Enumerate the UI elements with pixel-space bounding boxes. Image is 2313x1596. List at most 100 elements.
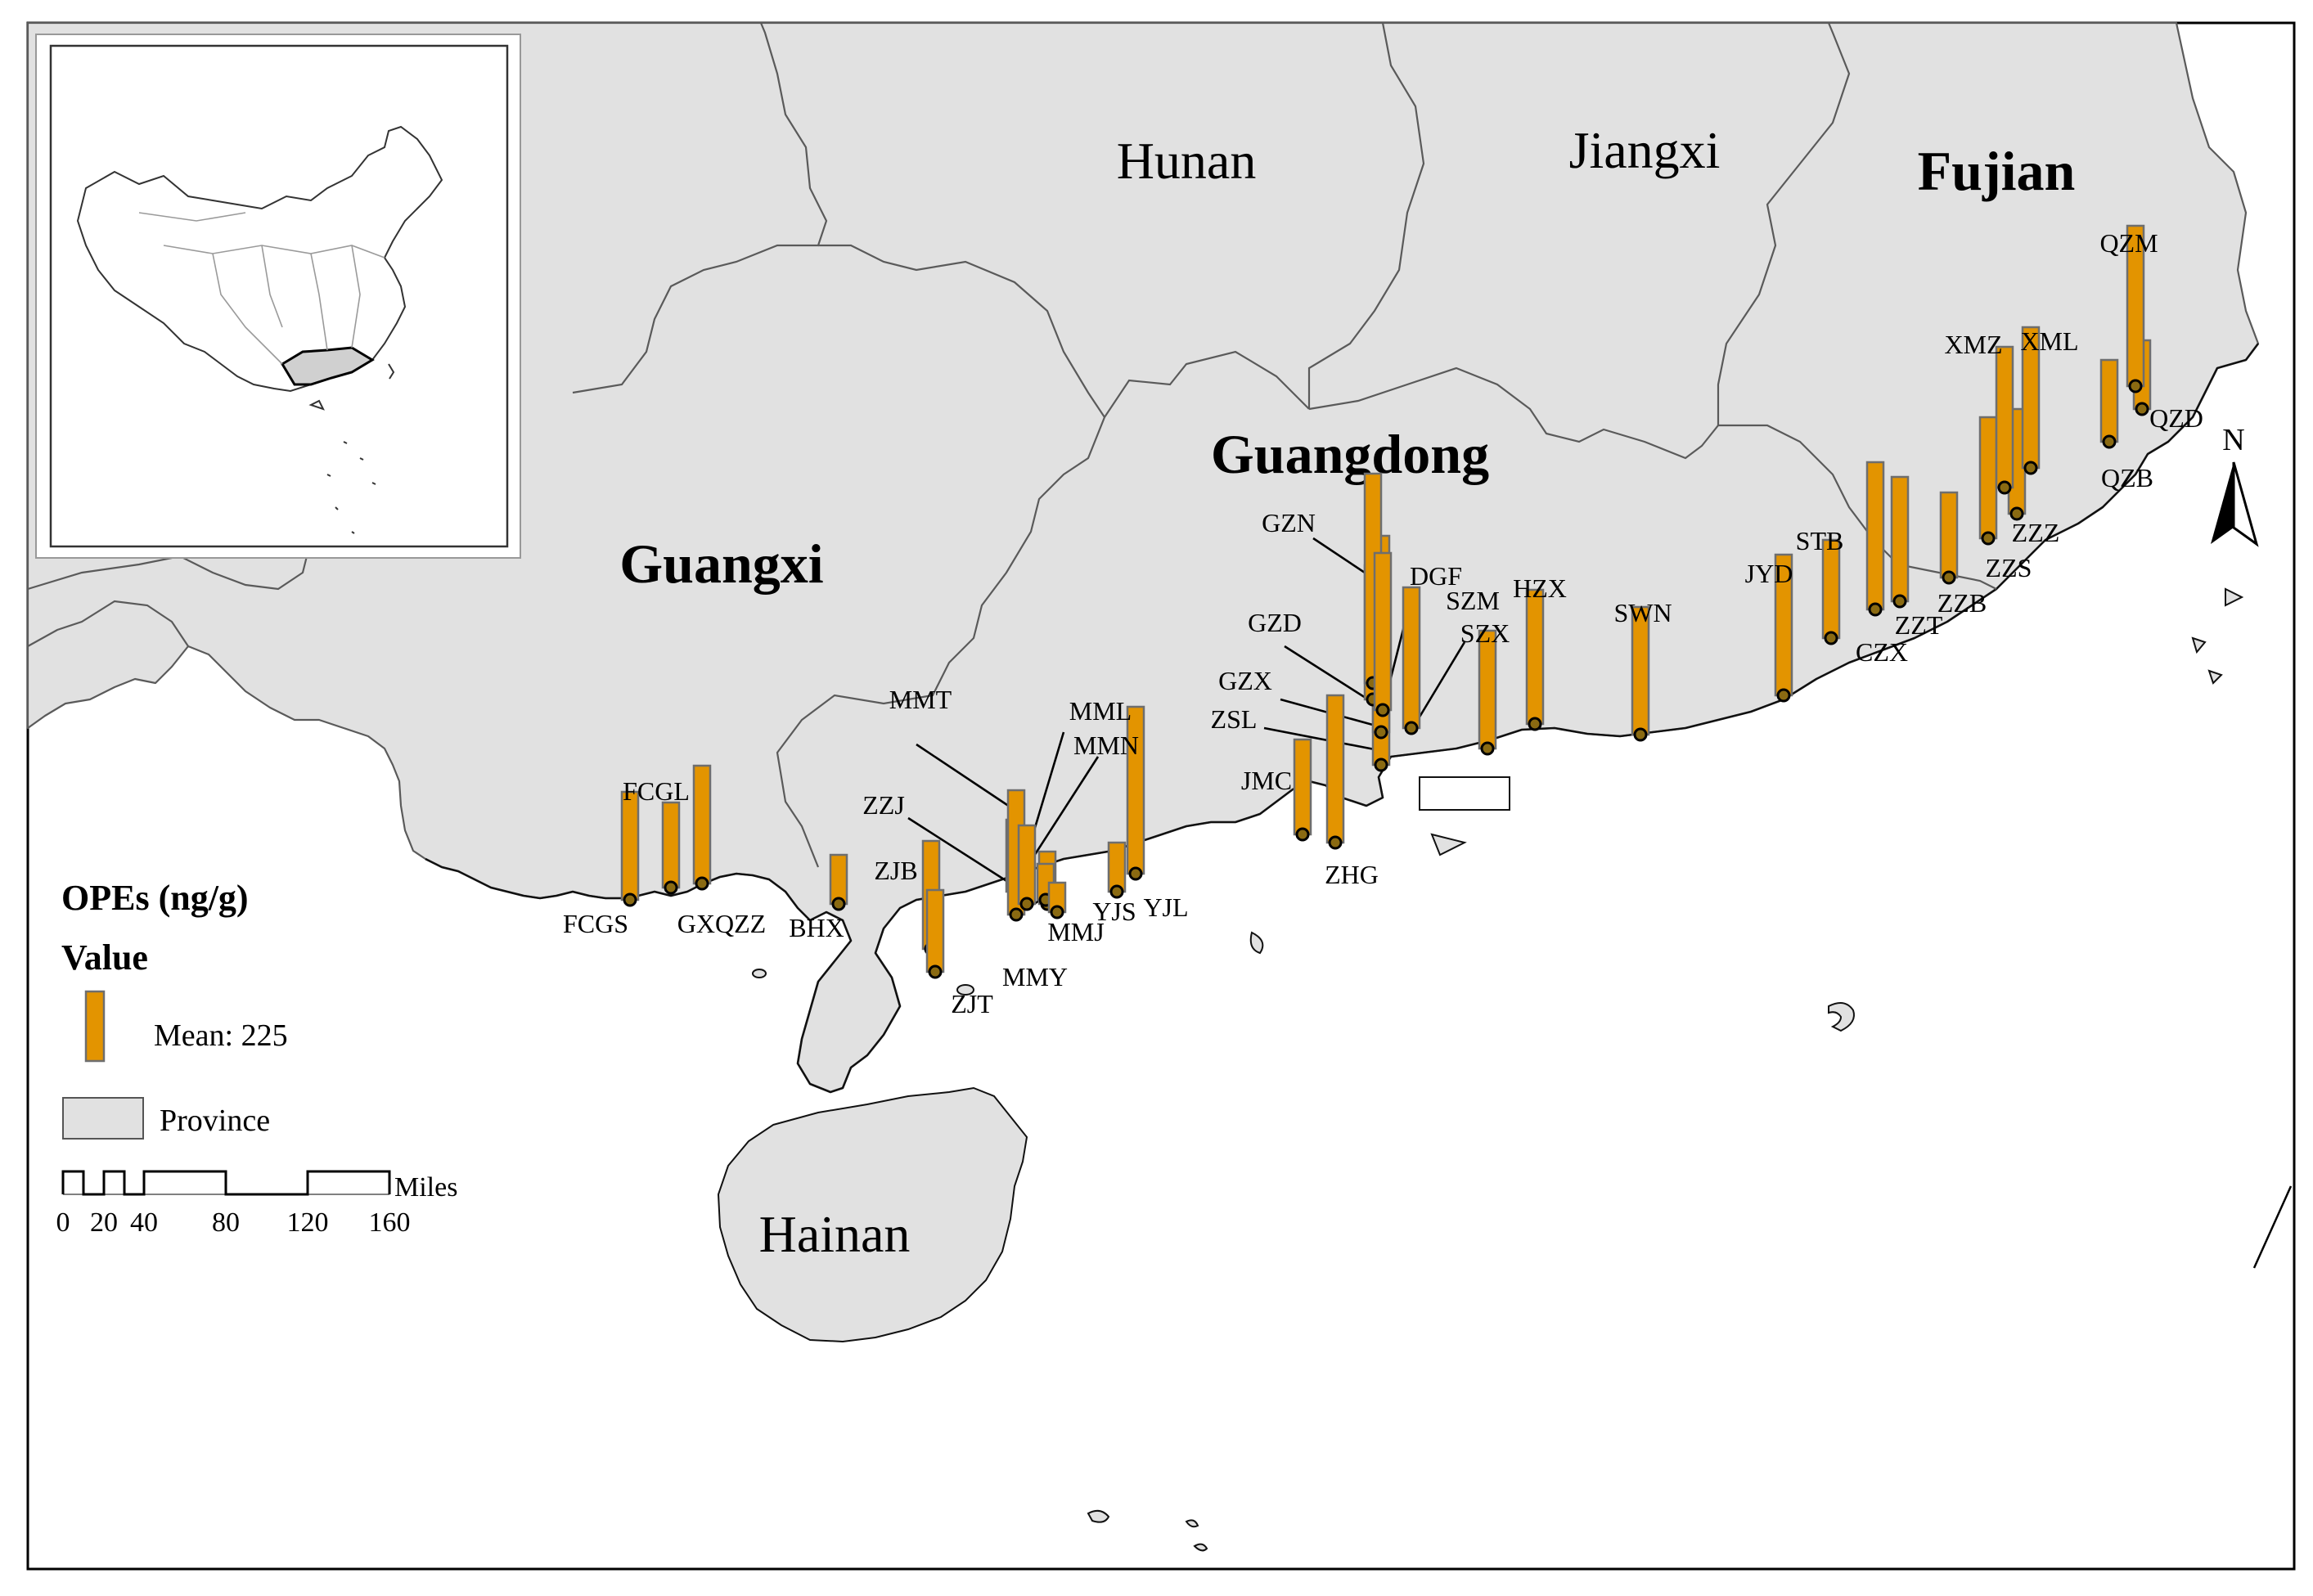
scale-tick-20: 20	[90, 1207, 118, 1238]
hainan-island	[717, 1086, 1028, 1343]
bar-layer	[620, 224, 2152, 979]
station-bar-fcgl	[661, 801, 681, 889]
station-point-qzb	[2102, 434, 2117, 449]
station-point-swn	[1633, 727, 1648, 742]
station-bar-zzb	[1939, 491, 1959, 579]
eez-boundary-line	[2252, 1185, 2293, 1269]
scale-tick-160: 160	[369, 1207, 411, 1238]
province-boundaries	[27, 22, 1997, 868]
station-point-jmc	[1295, 827, 1310, 842]
scale-tick-0: 0	[56, 1207, 70, 1238]
station-point-mmj	[1050, 905, 1064, 919]
station-bar-yjs	[1107, 841, 1127, 893]
station-label-zsl: ZSL	[1211, 704, 1258, 734]
station-label-swn: SWN	[1613, 598, 1672, 627]
inset-islands	[308, 363, 395, 534]
hong-kong-boundary	[1419, 776, 1510, 811]
station-label-zzb: ZZB	[1937, 588, 1987, 618]
station-label-zzs: ZZS	[1986, 553, 2032, 582]
legend-mean-label: Mean: 225	[154, 1018, 288, 1053]
station-point-xml	[2023, 461, 2038, 475]
station-label-jmc: JMC	[1241, 766, 1292, 795]
north-arrow-left	[2211, 462, 2234, 544]
station-point-zjt	[928, 964, 943, 979]
station-bar-czx	[1865, 461, 1885, 611]
station-bar-fcgs	[620, 790, 640, 901]
station-label-szx: SZX	[1460, 618, 1510, 648]
station-bar-zjt	[925, 888, 945, 973]
station-point-qzm	[2128, 379, 2143, 393]
region-label-guangxi: Guangxi	[619, 533, 823, 595]
station-label-zjb: ZJB	[874, 856, 917, 885]
station-bar-zhg	[1325, 694, 1345, 844]
station-point-mml	[1019, 897, 1034, 911]
station-bar-xmz	[1995, 345, 2014, 489]
scale-bar-unit: Miles	[394, 1172, 457, 1203]
station-label-szm: SZM	[1446, 586, 1500, 615]
station-label-zzj: ZZJ	[862, 790, 905, 820]
station-label-mmy: MMY	[1002, 962, 1068, 991]
station-label-gzd: GZD	[1248, 608, 1302, 637]
station-label-xml: XML	[2020, 326, 2078, 356]
station-bar-szx	[1478, 629, 1497, 750]
station-label-mml: MML	[1069, 696, 1132, 726]
legend-title: OPEs (ng/g)	[61, 878, 249, 918]
region-label-jiangxi: Jiangxi	[1569, 121, 1721, 179]
station-label-qzd: QZD	[2149, 403, 2203, 433]
station-label-dgf: DGF	[1410, 561, 1462, 591]
inset-internal-boundaries	[138, 212, 385, 365]
station-point-mmt	[1009, 907, 1024, 922]
legend: OPEs (ng/g) Value Mean: 225 Province	[61, 878, 288, 1140]
station-bar-zzt	[1890, 475, 1910, 603]
north-arrow-letter: N	[2222, 423, 2244, 457]
north-arrow-right	[2232, 461, 2259, 547]
station-point-bhx	[831, 897, 846, 911]
region-label-hunan: Hunan	[1117, 132, 1257, 190]
station-point-fcgs	[623, 892, 637, 907]
legend-province-label: Province	[160, 1104, 270, 1138]
station-bar-gxqzz	[692, 764, 712, 885]
station-point-dgf	[1375, 703, 1390, 717]
station-label-mmn: MMN	[1073, 731, 1139, 760]
station-label-fcgl: FCGL	[623, 776, 690, 806]
station-bar-szm	[1402, 586, 1421, 730]
station-label-jyd: JYD	[1745, 559, 1793, 588]
station-bar-qzb	[2099, 358, 2119, 443]
station-label-gzx: GZX	[1218, 666, 1272, 695]
station-label-qzb: QZB	[2101, 463, 2153, 492]
station-label-zzz: ZZZ	[2012, 518, 2060, 547]
station-point-zzb	[1942, 570, 1956, 585]
station-point-gxqzz	[695, 876, 709, 891]
station-point-szm	[1404, 721, 1419, 735]
station-bar-zzs	[1978, 416, 1998, 540]
station-bar-mml	[1017, 824, 1037, 906]
scale-tick-120: 120	[287, 1207, 329, 1238]
legend-province-swatch	[62, 1097, 144, 1140]
station-label-layer: FCGS FCGL GXQZZ BHX ZJB ZJT ZZJ MMT MML MMN MMY MMJ…	[563, 228, 2203, 1018]
station-label-xmz: XMZ	[1944, 330, 2002, 359]
station-point-fcgl	[664, 880, 678, 895]
station-point-czx	[1868, 602, 1883, 617]
station-point-jyd	[1776, 688, 1791, 703]
station-point-zzs	[1981, 531, 1996, 546]
legend-value-heading: Value	[61, 937, 148, 978]
station-point-xmz	[1997, 480, 2012, 495]
inset-china-map	[35, 34, 521, 559]
station-label-yjs: YJS	[1092, 897, 1136, 926]
north-arrow: N	[2211, 423, 2259, 547]
legend-bar-swatch	[84, 990, 106, 1063]
station-point-zzz	[2009, 506, 2024, 521]
station-label-zhg: ZHG	[1325, 860, 1379, 889]
station-label-stb: STB	[1796, 526, 1844, 555]
station-point-gzx	[1374, 725, 1388, 740]
station-point-szx	[1480, 741, 1495, 756]
station-bar-hzx	[1525, 588, 1545, 726]
station-label-yjl: YJL	[1143, 892, 1188, 922]
station-label-zjt: ZJT	[951, 989, 993, 1018]
station-point-zhg	[1328, 835, 1343, 850]
station-label-mmj: MMJ	[1047, 917, 1104, 946]
station-label-czx: CZX	[1856, 637, 1908, 667]
scale-tick-40: 40	[130, 1207, 158, 1238]
scale-bar: Miles 0 20 40 80 120 160	[56, 1170, 457, 1238]
station-point-yjl	[1128, 866, 1143, 881]
